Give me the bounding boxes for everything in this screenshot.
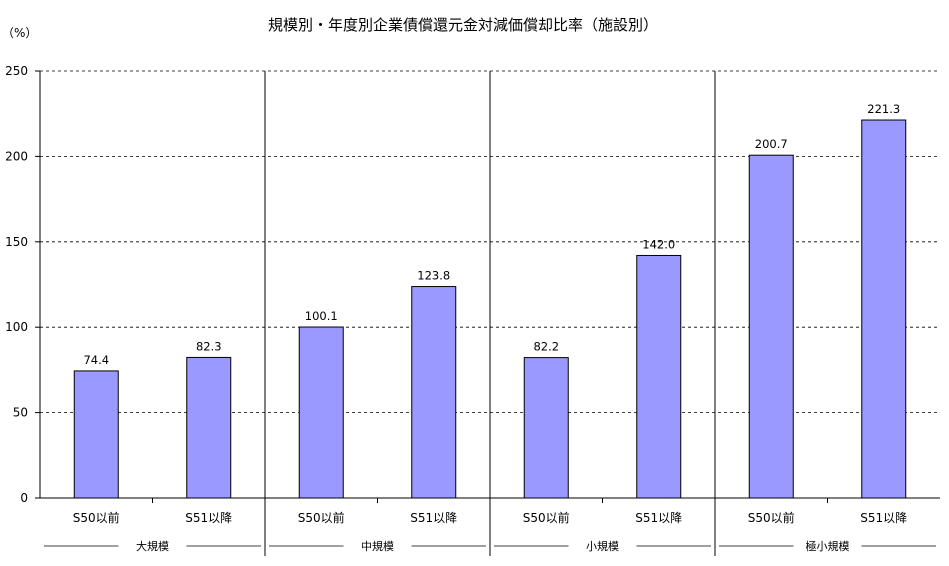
y-tick-label: 0	[20, 491, 28, 505]
data-labels: 74.4 82.3 100.1 123.8 82.2 142.0 200.7 221.3	[83, 102, 900, 367]
group-label: 大規模	[136, 539, 169, 553]
category-label: S50以前	[523, 510, 570, 525]
data-label: 82.2	[533, 340, 559, 354]
category-label: S51以降	[635, 511, 682, 525]
data-label: 200.7	[755, 137, 788, 151]
group-label: 極小規模	[806, 539, 850, 553]
category-labels: S50以前 S51以降 S50以前 S51以降 S50以前 S51以降 S50以前 S51以降	[73, 510, 907, 525]
category-label: S51以降	[410, 511, 457, 525]
axes	[35, 70, 940, 556]
bar	[73, 370, 119, 499]
y-tick-label: 50	[13, 406, 28, 420]
chart-title: 規模別・年度別企業債償還元金対減価償却比率（施設別）	[268, 16, 658, 34]
category-label: S50以前	[748, 510, 795, 525]
category-label: S51以降	[185, 511, 232, 525]
category-label: S51以降	[860, 511, 907, 525]
bar	[748, 154, 794, 499]
y-tick-labels: 0 50 100 150 200 250	[5, 64, 28, 505]
y-tick-label: 250	[5, 64, 28, 78]
data-label: 82.3	[196, 339, 222, 353]
y-axis-unit-label: （%）	[2, 26, 37, 40]
bars	[73, 119, 907, 499]
data-label: 221.3	[867, 102, 900, 116]
bar	[186, 356, 232, 499]
bar	[636, 254, 682, 499]
category-label: S50以前	[298, 510, 345, 525]
group-label: 中規模	[361, 539, 394, 553]
bar	[298, 326, 344, 499]
y-tick-label: 100	[5, 320, 28, 334]
y-tick-label: 200	[5, 149, 28, 163]
bar	[411, 286, 457, 499]
data-label: 142.0	[642, 237, 675, 251]
group-label: 小規模	[586, 539, 619, 553]
data-label: 123.8	[417, 269, 450, 283]
category-label: S50以前	[73, 510, 120, 525]
y-tick-label: 150	[5, 235, 28, 249]
bar	[861, 119, 907, 499]
group-labels: 大規模 中規模 小規模 極小規模	[44, 539, 936, 553]
data-label: 74.4	[83, 353, 109, 367]
data-label: 100.1	[305, 309, 338, 323]
bar	[523, 357, 569, 499]
